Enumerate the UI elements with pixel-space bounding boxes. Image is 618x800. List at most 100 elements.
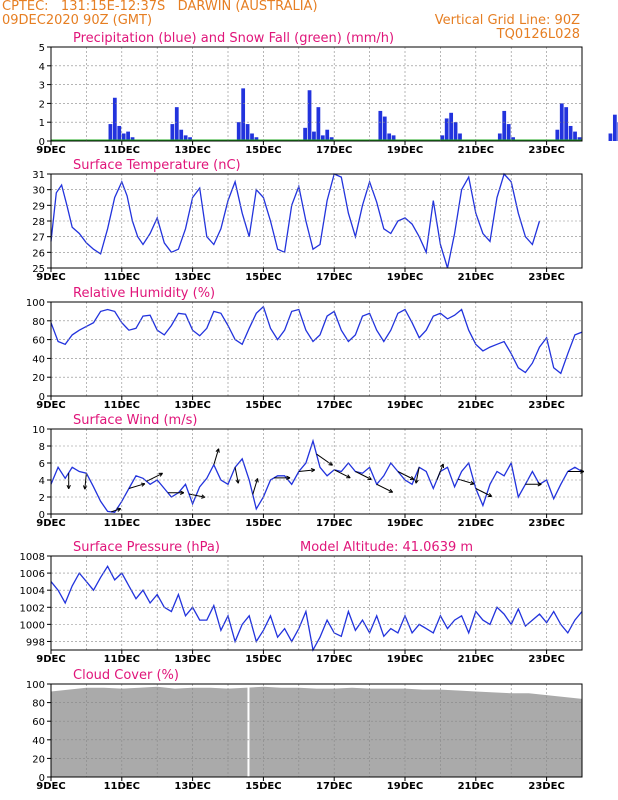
wind-arrow <box>66 472 71 489</box>
x-tick-label: 21DEC <box>458 518 494 529</box>
y-tick-label: 27 <box>32 233 45 244</box>
wind-arrow <box>436 463 445 481</box>
wind-arrow <box>397 471 415 480</box>
x-tick-label: 23DEC <box>528 272 564 283</box>
precip-bar <box>112 97 117 141</box>
precip-bar <box>316 107 321 141</box>
x-tick-label: 19DEC <box>387 654 423 665</box>
cloud-title: Cloud Cover (%) <box>73 668 179 683</box>
rh-panel: Relative Humidity (%) 0 20 40 60 80 100 9DEC 11D… <box>26 286 583 411</box>
x-tick-label: 21DEC <box>458 145 494 156</box>
precip-bar <box>387 133 392 141</box>
wind-arrow <box>475 488 493 497</box>
x-tick-label: 15DEC <box>245 781 281 792</box>
y-tick-label: 30 <box>32 186 45 197</box>
precip-bar <box>329 137 334 141</box>
x-tick-label: 15DEC <box>245 400 281 411</box>
pres-title: Surface Pressure (hPa) <box>73 540 220 555</box>
precip-bar <box>130 137 135 141</box>
x-tick-label: 19DEC <box>387 272 423 283</box>
wind-arrow <box>316 453 333 466</box>
x-tick-label: 13DEC <box>174 400 210 411</box>
cloud-panel: Cloud Cover (%) 0 20 40 60 80 100 9DEC 11DEC 13DE… <box>26 668 583 792</box>
y-tick-label: 8 <box>39 442 45 453</box>
y-tick-label: 100 <box>26 680 45 691</box>
y-tick-label: 26 <box>32 248 45 259</box>
precip-bar <box>458 133 462 141</box>
y-tick-label: 80 <box>32 317 45 328</box>
x-tick-label: 17DEC <box>316 400 352 411</box>
precip-bar <box>183 135 188 141</box>
wind-line <box>50 438 583 513</box>
x-tick-label: 15DEC <box>245 654 281 665</box>
x-tick-label: 15DEC <box>245 145 281 156</box>
precip-bar <box>612 114 617 141</box>
x-tick-label: 23DEC <box>528 400 564 411</box>
x-tick-label: 23DEC <box>528 145 564 156</box>
wind-arrow <box>167 490 185 495</box>
wind-arrow <box>298 468 316 473</box>
x-tick-label: 23DEC <box>528 654 564 665</box>
x-tick-label: 21DEC <box>458 781 494 792</box>
precip-bar <box>568 125 573 141</box>
precip-bar <box>303 127 307 141</box>
x-tick-label: 9DEC <box>36 518 65 529</box>
pres-line <box>50 564 583 652</box>
precip-bar <box>241 88 246 141</box>
x-tick-label: 9DEC <box>36 781 65 792</box>
x-tick-label: 17DEC <box>316 654 352 665</box>
precip-bar <box>511 137 515 141</box>
y-tick-label: 1008 <box>20 552 45 563</box>
x-tick-label: 17DEC <box>316 145 352 156</box>
y-tick-label: 0 <box>39 392 45 403</box>
temp-title: Surface Temperature (nC) <box>73 158 241 173</box>
wind-arrow <box>333 469 351 479</box>
wind-arrow <box>234 467 240 484</box>
x-tick-label: 13DEC <box>174 145 210 156</box>
station-header: CPTEC: 131:15E-12:37S DARWIN (AUSTRALIA) <box>2 0 318 14</box>
y-tick-label: 29 <box>32 201 45 212</box>
x-tick-label: 17DEC <box>316 518 352 529</box>
precip-bar <box>555 129 560 141</box>
precip-bar <box>170 124 175 141</box>
wind-arrow <box>128 482 146 489</box>
precip-bar <box>307 90 312 141</box>
x-tick-label: 11DEC <box>104 400 140 411</box>
x-tick-label: 13DEC <box>174 518 210 529</box>
cloud-cover-area <box>51 686 582 777</box>
precip-bar <box>108 124 113 141</box>
x-tick-label: 9DEC <box>36 145 65 156</box>
precip-bar <box>449 112 454 141</box>
wind-arrow <box>274 475 291 481</box>
x-tick-label: 11DEC <box>104 272 140 283</box>
y-tick-label: 6 <box>39 459 45 470</box>
precip-bar <box>250 133 254 141</box>
x-tick-label: 21DEC <box>458 654 494 665</box>
x-tick-label: 11DEC <box>104 518 140 529</box>
precip-bar <box>608 133 613 141</box>
wind-arrow <box>525 482 542 487</box>
pres-panel: Surface Pressure (hPa) Model Altitude: 41… <box>20 540 583 665</box>
x-tick-label: 19DEC <box>387 400 423 411</box>
wind-arrow <box>355 471 372 480</box>
wind-title: Surface Wind (m/s) <box>73 413 197 428</box>
x-tick-label: 11DEC <box>104 781 140 792</box>
cloud-frame <box>50 683 583 778</box>
y-tick-label: 4 <box>39 62 45 73</box>
precip-bar <box>382 116 387 141</box>
y-tick-label: 998 <box>26 637 45 648</box>
wind-arrow <box>111 507 122 513</box>
y-tick-label: 25 <box>32 264 45 275</box>
precip-bar <box>573 131 577 141</box>
y-tick-label: 80 <box>32 699 45 710</box>
precip-bar <box>444 118 449 141</box>
wind-panel: Surface Wind (m/s) 0 2 4 6 8 10 9DEC 11DEC 13DEC 1… <box>32 413 585 529</box>
x-tick-label: 17DEC <box>316 272 352 283</box>
precip-bar <box>174 107 179 141</box>
x-tick-label: 21DEC <box>458 272 494 283</box>
y-tick-label: 31 <box>32 170 45 181</box>
y-tick-label: 28 <box>32 217 45 228</box>
y-tick-label: 0 <box>39 137 45 148</box>
precip-bar <box>312 131 316 141</box>
